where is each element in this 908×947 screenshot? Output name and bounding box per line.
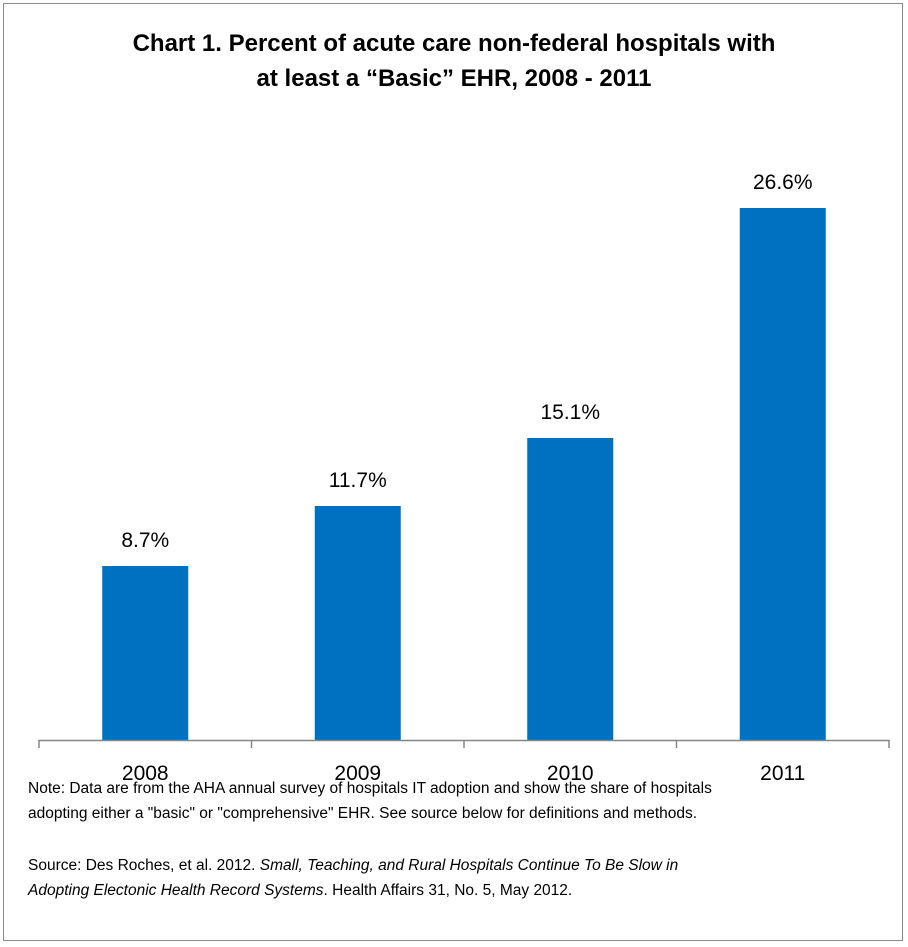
x-tick-label-2009: 2009	[334, 762, 381, 785]
data-label-2010: 15.1%	[540, 401, 600, 424]
chart-note: Note: Data are from the AHA annual surve…	[28, 776, 888, 826]
source-suffix: . Health Affairs 31, No. 5, May 2012.	[323, 882, 573, 899]
chart-title-line-2: at least a “Basic” EHR, 2008 - 2011	[256, 65, 652, 92]
source-title-part-1: Small, Teaching, and Rural Hospitals Con…	[259, 857, 679, 874]
source-line-2: Adopting Electonic Health Record Systems…	[28, 878, 888, 903]
bar-2010	[527, 438, 614, 740]
chart-source: Source: Des Roches, et al. 2012. Small, …	[28, 853, 888, 903]
source-line-1: Source: Des Roches, et al. 2012. Small, …	[28, 853, 888, 878]
data-label-2008: 8.7%	[121, 529, 169, 552]
note-line-1: Note: Data are from the AHA annual surve…	[28, 780, 712, 797]
chart-title: Chart 1. Percent of acute care non-feder…	[0, 26, 908, 96]
data-label-2009: 11.7%	[329, 469, 387, 492]
x-axis: 2008 2009 2010 2011	[38, 739, 890, 785]
chart-title-line-1: Chart 1. Percent of acute care non-feder…	[132, 30, 776, 57]
data-label-2011: 26.6%	[753, 171, 813, 194]
bars-group: 8.7% 11.7% 15.1% 26.6%	[102, 171, 826, 740]
x-tick-label-2008: 2008	[122, 762, 169, 785]
bar-2009	[314, 506, 401, 740]
x-tick-label-2010: 2010	[547, 762, 594, 785]
source-title-part-2: Adopting Electonic Health Record Systems	[28, 882, 324, 899]
bar-2011	[739, 208, 826, 740]
source-prefix: Source: Des Roches, et al. 2012.	[28, 857, 260, 874]
bar-2008	[102, 566, 189, 740]
x-tick-label-2011: 2011	[760, 762, 805, 785]
note-line-2: adopting either a "basic" or "comprehens…	[28, 805, 698, 822]
